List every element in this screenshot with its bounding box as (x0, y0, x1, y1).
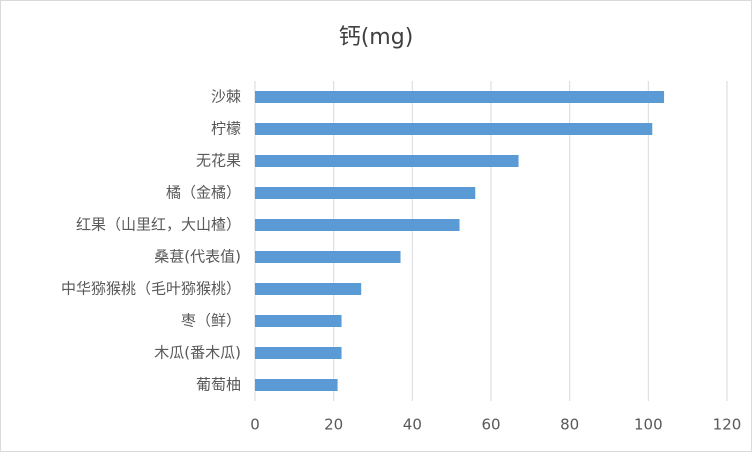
y-tick-label: 柠檬 (211, 120, 241, 138)
x-tick-label: 40 (403, 416, 422, 434)
bar (255, 315, 342, 327)
x-tick-label: 60 (481, 416, 500, 434)
y-tick-label: 桑葚(代表值) (154, 248, 241, 266)
x-tick-label: 100 (634, 416, 663, 434)
chart-title: 钙(mg) (339, 25, 414, 50)
y-tick-label: 红果（山里红，大山楂） (76, 216, 241, 234)
bar (255, 219, 460, 231)
x-tick-label: 120 (713, 416, 742, 434)
bar (255, 251, 401, 263)
y-tick-label: 枣（鲜） (181, 312, 241, 330)
bar (255, 155, 519, 167)
x-tick-label: 0 (250, 416, 260, 434)
x-tick-label: 80 (560, 416, 579, 434)
y-tick-label: 葡萄柚 (196, 376, 241, 394)
y-tick-label: 橘（金橘） (166, 184, 241, 202)
bar (255, 379, 338, 391)
bar (255, 123, 653, 135)
bar (255, 91, 665, 103)
y-tick-label: 无花果 (196, 152, 241, 170)
y-tick-label: 木瓜(番木瓜) (154, 344, 241, 362)
y-tick-label: 中华猕猴桃（毛叶猕猴桃） (61, 280, 241, 298)
y-tick-label: 沙棘 (211, 88, 241, 106)
bar (255, 187, 476, 199)
x-tick-label: 20 (324, 416, 343, 434)
bar (255, 347, 342, 359)
bar (255, 283, 362, 295)
